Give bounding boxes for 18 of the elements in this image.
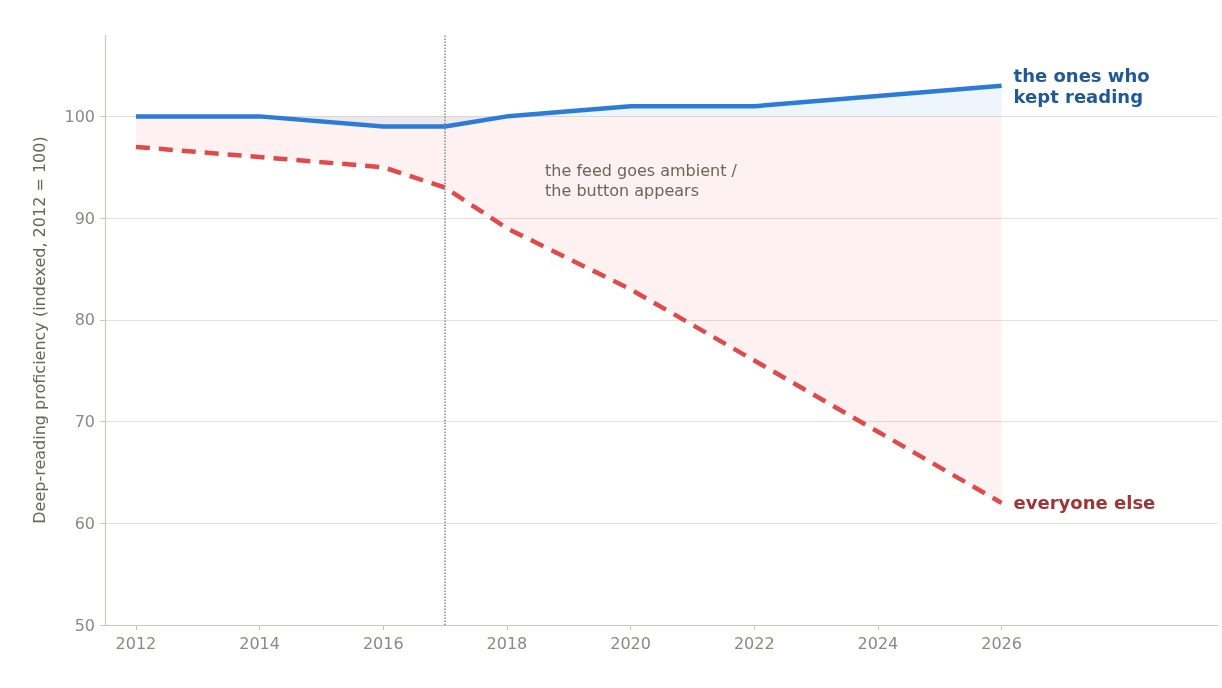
series-label: the ones who kept reading bbox=[1013, 64, 1150, 107]
ref-line-label: the feed goes ambient / the button appears bbox=[545, 160, 738, 200]
y-tick-label: 50 bbox=[74, 615, 95, 635]
series-label: everyone else bbox=[1013, 492, 1156, 514]
x-tick-label: 2026 bbox=[981, 633, 1022, 653]
x-tick-label: 2012 bbox=[115, 633, 157, 653]
y-tick-label: 80 bbox=[74, 310, 95, 330]
x-tick-label: 2024 bbox=[857, 633, 899, 653]
y-axis-title: Deep-reading proficiency (indexed, 2012 = 100) bbox=[29, 136, 49, 524]
y-tick-label: 60 bbox=[74, 513, 95, 533]
y-tick-label: 100 bbox=[64, 106, 95, 126]
x-tick-label: 2020 bbox=[610, 633, 651, 653]
y-tick-label: 70 bbox=[74, 412, 95, 432]
y-tick-label: 90 bbox=[74, 208, 95, 228]
x-tick-label: 2014 bbox=[239, 633, 280, 653]
x-tick-label: 2022 bbox=[733, 633, 775, 653]
x-tick-label: 2016 bbox=[362, 633, 404, 653]
x-tick-label: 2018 bbox=[486, 633, 528, 653]
